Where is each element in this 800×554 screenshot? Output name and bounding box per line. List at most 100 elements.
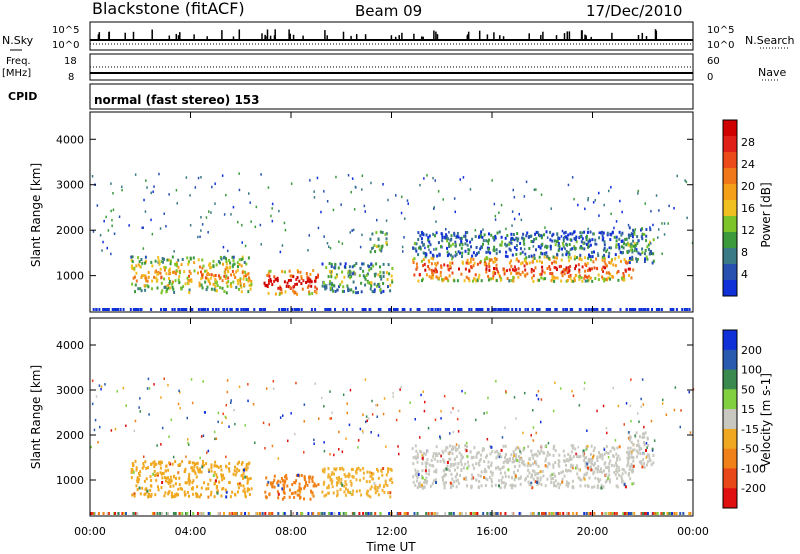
heatmap-cell — [493, 245, 496, 249]
heatmap-cell — [175, 269, 178, 273]
ground-scatter-point — [256, 512, 259, 515]
scatter-point — [455, 443, 458, 446]
heatmap-cell — [290, 492, 293, 496]
heatmap-cell — [520, 262, 523, 266]
heatmap-cell — [325, 286, 328, 290]
heatmap-cell — [239, 483, 242, 487]
heatmap-cell — [305, 482, 307, 486]
scatter-point — [321, 396, 323, 400]
scatter-point — [150, 191, 152, 195]
heatmap-cell — [139, 287, 142, 291]
heatmap-cell — [518, 460, 521, 464]
heatmap-cell — [287, 285, 290, 289]
scatter-point — [221, 174, 224, 177]
heatmap-cell — [578, 236, 581, 240]
heatmap-cell — [230, 282, 232, 286]
heatmap-cell — [341, 289, 344, 293]
ground-scatter-point — [352, 512, 355, 515]
heatmap-cell — [591, 457, 594, 461]
heatmap-cell — [175, 263, 178, 267]
heatmap-cell — [336, 489, 339, 493]
heatmap-cell — [435, 481, 437, 484]
heatmap-cell — [242, 277, 245, 281]
scatter-point — [613, 226, 615, 230]
scatter-point — [559, 387, 562, 390]
heatmap-cell — [201, 275, 204, 279]
heatmap-cell — [583, 276, 586, 280]
heatmap-cell — [622, 272, 625, 275]
heatmap-cell — [193, 465, 196, 469]
heatmap-cell — [483, 476, 485, 479]
heatmap-cell — [566, 243, 568, 247]
heatmap-cell — [477, 485, 480, 489]
heatmap-cell — [347, 274, 350, 278]
heatmap-cell — [461, 242, 464, 246]
heatmap-cell — [245, 464, 248, 468]
heatmap-cell — [143, 479, 146, 483]
heatmap-cell — [621, 276, 623, 280]
heatmap-cell — [497, 451, 500, 455]
heatmap-cell — [569, 256, 572, 260]
ground-scatter-point — [260, 308, 263, 311]
heatmap-cell — [444, 276, 447, 280]
heatmap-cell — [490, 258, 493, 262]
scatter-point — [382, 183, 384, 186]
scatter-point — [200, 176, 202, 179]
heatmap-cell — [535, 230, 538, 234]
heatmap-cell — [242, 484, 245, 488]
scatter-point — [376, 403, 379, 407]
heatmap-cell — [352, 489, 355, 493]
heatmap-cell — [531, 453, 534, 457]
ground-scatter-point — [613, 512, 616, 515]
heatmap-cell — [169, 262, 172, 266]
heatmap-cell — [449, 450, 452, 454]
heatmap-cell — [224, 488, 227, 492]
heatmap-cell — [597, 477, 599, 481]
heatmap-cell — [427, 265, 430, 268]
heatmap-cell — [277, 483, 280, 487]
heatmap-cell — [134, 283, 137, 287]
heatmap-cell — [280, 477, 283, 480]
scatter-point — [232, 205, 235, 209]
heatmap-cell — [376, 486, 379, 490]
heatmap-cell — [330, 473, 333, 476]
heatmap-cell — [348, 472, 351, 476]
heatmap-cell — [618, 457, 621, 461]
heatmap-cell — [224, 271, 227, 275]
heatmap-cell — [579, 484, 582, 488]
ground-scatter-point — [559, 512, 562, 515]
freq-tick-hi: 18 — [64, 56, 77, 67]
heatmap-cell — [167, 286, 170, 290]
ground-scatter-point — [230, 308, 233, 311]
heatmap-cell — [571, 446, 574, 450]
ground-scatter-point — [625, 308, 628, 311]
heatmap-cell — [515, 244, 518, 248]
heatmap-cell — [384, 479, 387, 483]
heatmap-cell — [632, 456, 635, 460]
heatmap-cell — [552, 275, 555, 279]
colorbar-tick-label: 4 — [741, 268, 748, 281]
scatter-point — [142, 226, 144, 229]
heatmap-cell — [326, 486, 329, 490]
heatmap-cell — [273, 275, 276, 279]
scatter-point — [544, 245, 546, 249]
heatmap-cell — [329, 286, 332, 290]
scatter-point — [146, 387, 149, 390]
heatmap-cell — [427, 244, 430, 248]
scatter-point — [537, 397, 540, 401]
scatter-point — [95, 395, 98, 398]
scatter-point — [401, 195, 403, 199]
scatter-point — [439, 437, 442, 440]
heatmap-cell — [201, 258, 204, 262]
heatmap-cell — [331, 471, 334, 475]
heatmap-cell — [544, 484, 547, 488]
ground-scatter-point — [459, 308, 462, 311]
heatmap-cell — [528, 255, 531, 259]
heatmap-cell — [549, 474, 552, 478]
heatmap-cell — [440, 232, 443, 236]
heatmap-cell — [153, 275, 156, 279]
heatmap-cell — [334, 289, 337, 293]
heatmap-cell — [456, 234, 459, 238]
heatmap-cell — [350, 482, 353, 486]
heatmap-cell — [645, 234, 648, 238]
